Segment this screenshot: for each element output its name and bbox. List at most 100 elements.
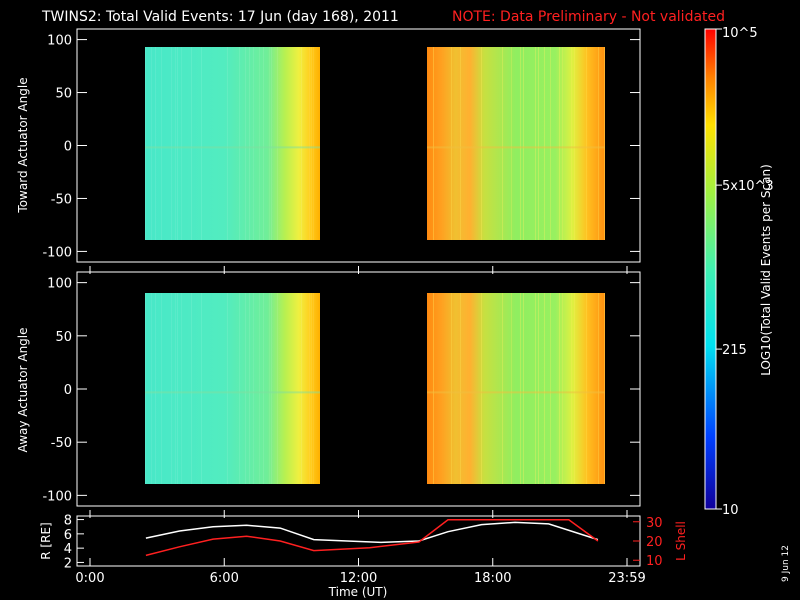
orbit-lines — [145, 519, 599, 557]
heatmap-stripe — [151, 293, 152, 484]
heatmap-stripe — [181, 293, 182, 484]
y-tick-label: 50 — [55, 87, 72, 102]
y-axis-toward: -100 -50 0 50 100 — [42, 34, 640, 274]
heatmap-stripe — [586, 293, 587, 484]
heatmap-stripe — [191, 47, 192, 240]
heatmap-stripe — [538, 47, 539, 240]
colorbar-scale — [704, 28, 717, 510]
y-tick-label: -100 — [42, 489, 72, 504]
heatmap-stripe — [245, 293, 246, 484]
right-tick-label: 20 — [646, 535, 663, 550]
heatmap-stripe — [511, 47, 512, 240]
y-tick-label: 0 — [64, 140, 72, 155]
heatmap-stripe — [181, 47, 182, 240]
left-tick-label: 2 — [64, 556, 72, 571]
colorbar-tick-label: 10^5 — [722, 26, 758, 41]
y-label-r: R [RE] — [39, 522, 53, 559]
heatmap-stripe — [538, 293, 539, 484]
heatmap-stripe — [145, 293, 146, 484]
y-tick-label: 50 — [55, 330, 72, 345]
x-tick-label: 0:00 — [75, 571, 104, 586]
heatmap-stripe — [249, 293, 250, 484]
chart-note: NOTE: Data Preliminary - Not validated — [452, 9, 725, 25]
heatmap-stripe — [535, 293, 536, 484]
heatmap-stripes — [145, 293, 605, 484]
heatmap-stripe — [433, 47, 434, 240]
heatmap-stripe — [171, 47, 172, 240]
y-tick-label: 0 — [64, 383, 72, 398]
heatmap-stripe — [550, 293, 551, 484]
heatmap-stripe — [191, 293, 192, 484]
heatmap-stripe — [259, 293, 260, 484]
heatmap-stripe — [604, 47, 605, 240]
x-tick-label: 12:00 — [340, 571, 377, 586]
heatmap-stripe — [309, 47, 310, 240]
heatmap-stripe — [155, 47, 156, 240]
heatmap-stripe — [263, 47, 264, 240]
heatmap-stripe — [598, 47, 599, 240]
heatmap-stripe — [263, 293, 264, 484]
heatmap-block — [427, 293, 605, 484]
left-tick-label: 4 — [64, 542, 72, 557]
right-tick-label: 10 — [646, 554, 663, 569]
heatmap-stripe — [201, 47, 202, 240]
colorbar-ticks: 10 215 5x10^3 10^5 — [716, 26, 774, 518]
y-tick-label: -50 — [51, 436, 72, 451]
heatmap-stripe — [239, 47, 240, 240]
colorbar-tick-label: 5x10^3 — [722, 179, 774, 194]
chart-title: TWINS2: Total Valid Events: 17 Jun (day … — [41, 9, 399, 25]
heatmap-stripe — [161, 293, 162, 484]
heatmap-stripe — [271, 293, 272, 484]
colorbar: 10 215 5x10^3 10^5 LOG10(Total Valid Events… — [704, 26, 774, 518]
x-tick-label: 23:59 — [608, 571, 645, 586]
heatmap-stripe — [177, 47, 178, 240]
y-axis-away: -100 -50 0 50 100 — [42, 277, 640, 518]
y-tick-label: 100 — [47, 34, 72, 49]
y-tick-label: 100 — [47, 277, 72, 292]
heatmap-stripe — [239, 293, 240, 484]
y-tick-label: -50 — [51, 192, 72, 207]
y-label-toward: Toward Actuator Angle — [16, 77, 30, 213]
heatmap-stripe — [277, 47, 278, 240]
colorbar-label: LOG10(Total Valid Events per Scan) — [759, 164, 773, 376]
heatmap-stripe — [550, 47, 551, 240]
heatmap-stripe — [269, 47, 270, 240]
heatmap-stripe — [574, 293, 575, 484]
heatmap-stripe — [253, 47, 254, 240]
heatmap-stripe — [571, 293, 572, 484]
heatmap-stripe — [451, 293, 452, 484]
heatmap-stripe — [523, 293, 524, 484]
series-line-r — [145, 521, 599, 544]
x-tick-label: 6:00 — [210, 571, 239, 586]
heatmap-stripe — [311, 293, 312, 484]
heatmap-stripe — [313, 47, 314, 240]
x-tick-label: 18:00 — [474, 571, 511, 586]
heatmap-stripe — [145, 47, 146, 240]
heatmap-stripe — [313, 293, 314, 484]
heatmap-stripe — [574, 47, 575, 240]
heatmap-stripe — [301, 293, 302, 484]
left-tick-label: 6 — [64, 528, 72, 543]
heatmap-stripes — [145, 47, 605, 240]
heatmap-stripe — [269, 293, 270, 484]
heatmap-block — [145, 293, 320, 484]
heatmap-stripe — [562, 293, 563, 484]
heatmap-stripe — [433, 293, 434, 484]
heatmap-stripe — [171, 293, 172, 484]
x-label-time: Time (UT) — [328, 585, 388, 599]
heatmap-block — [145, 47, 320, 240]
heatmap-stripe — [571, 47, 572, 240]
heatmap-stripe — [155, 293, 156, 484]
heatmap-stripe — [523, 47, 524, 240]
panel-toward: -100 -50 0 50 100 Toward Actuator Angle — [16, 28, 641, 274]
heatmap-stripe — [249, 47, 250, 240]
heatmap-stripe — [451, 47, 452, 240]
heatmap-stripe — [259, 47, 260, 240]
panel-away: -100 -50 0 50 100 Away Actuator Angle — [16, 271, 641, 518]
y-label-away: Away Actuator Angle — [16, 327, 30, 452]
heatmap-stripe — [253, 293, 254, 484]
heatmap-stripe — [161, 47, 162, 240]
heatmap-stripe — [277, 293, 278, 484]
heatmap-stripe — [301, 47, 302, 240]
heatmap-stripe — [309, 293, 310, 484]
